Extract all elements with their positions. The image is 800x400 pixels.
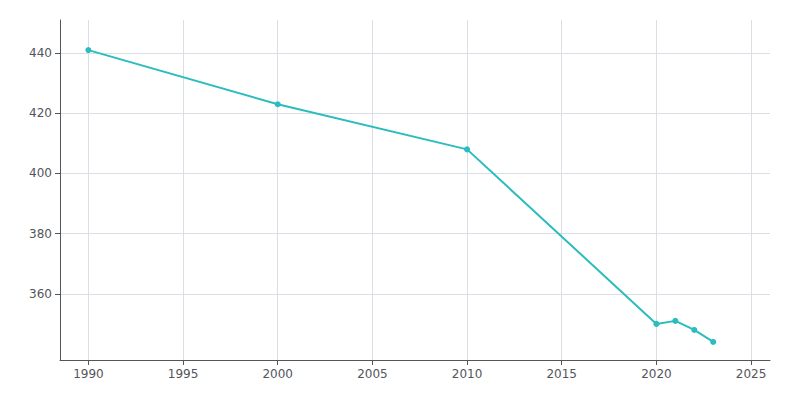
svg-text:1990: 1990	[73, 367, 104, 381]
svg-text:2025: 2025	[736, 367, 767, 381]
svg-text:2020: 2020	[641, 367, 672, 381]
svg-text:1995: 1995	[168, 367, 199, 381]
svg-text:2000: 2000	[262, 367, 293, 381]
svg-text:2015: 2015	[546, 367, 577, 381]
svg-text:2005: 2005	[357, 367, 388, 381]
svg-text:400: 400	[29, 166, 52, 180]
svg-text:360: 360	[29, 287, 52, 301]
svg-text:440: 440	[29, 46, 52, 60]
svg-text:2010: 2010	[452, 367, 483, 381]
svg-text:420: 420	[29, 106, 52, 120]
svg-text:380: 380	[29, 227, 52, 241]
